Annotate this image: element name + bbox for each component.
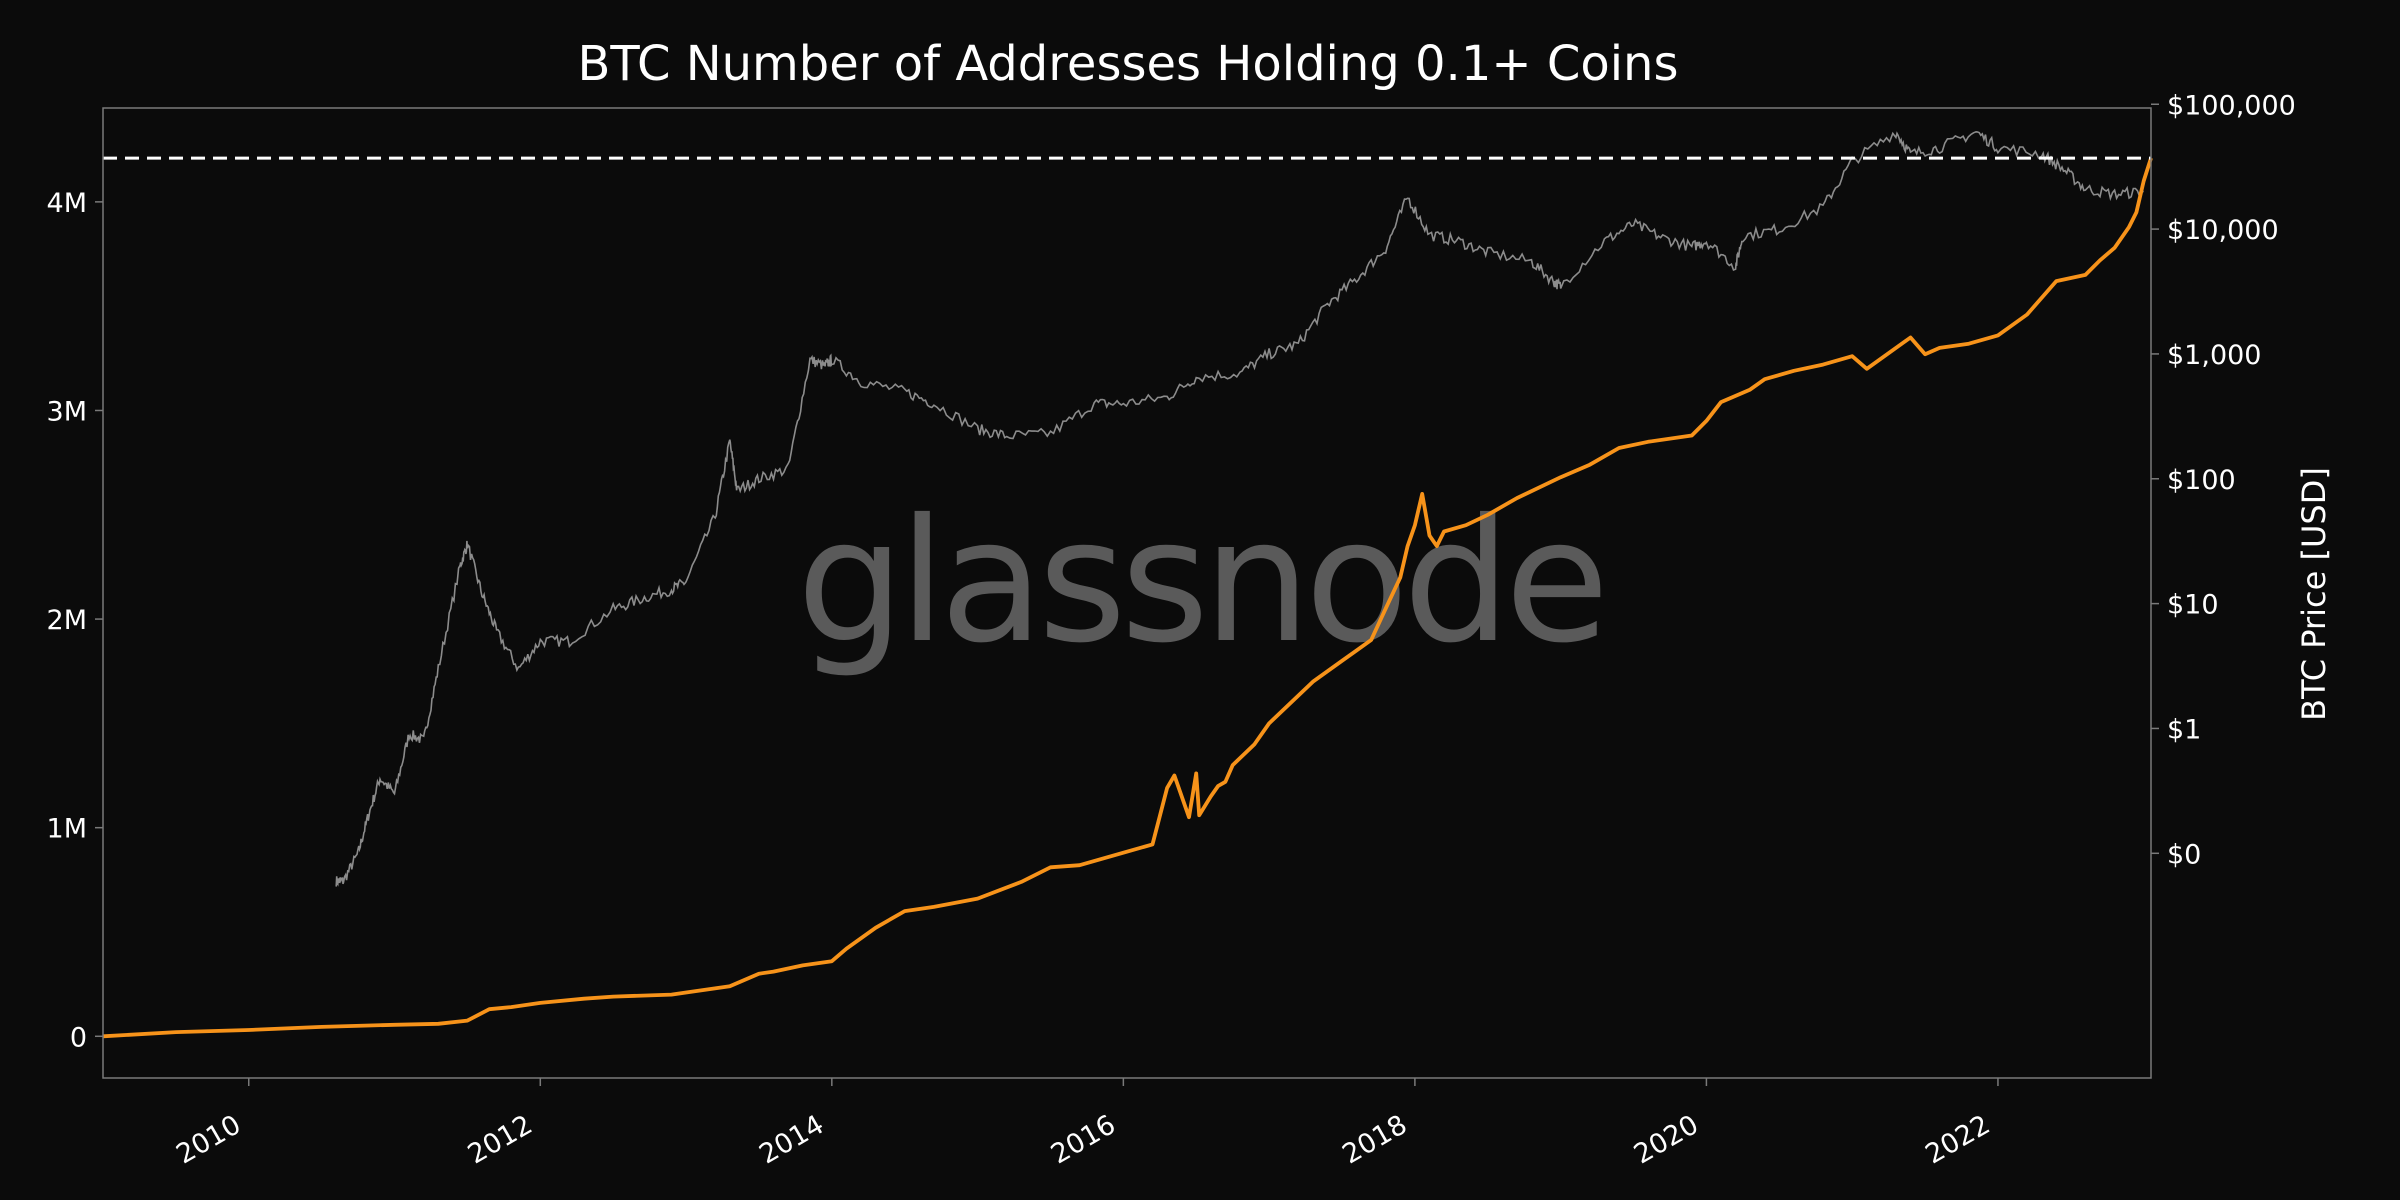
plot-frame: [102, 107, 2152, 1079]
y-left-axis: 0 1M 2M 3M 4M: [47, 188, 103, 1053]
y-left-tick-label: 0: [70, 1022, 87, 1053]
y-left-tick-label: 4M: [47, 188, 87, 219]
y-left-tick-label: 1M: [47, 814, 87, 845]
y-right-tick-label: $10: [2167, 590, 2219, 621]
chart-title: BTC Number of Addresses Holding 0.1+ Coi…: [578, 36, 1679, 92]
y-left-tick-label: 2M: [47, 605, 87, 636]
y-right-tick-label: $10,000: [2167, 215, 2279, 246]
btc-price-line: [335, 130, 2144, 887]
y-right-axis: $0 $1 $10 $100 $1,000 $10,000 $100,000: [2151, 90, 2296, 870]
glassnode-watermark: glassnode: [797, 483, 1604, 681]
y-right-tick-label: $0: [2167, 839, 2201, 870]
y-right-tick-label: $1,000: [2167, 340, 2261, 371]
y-right-tick-label: $100,000: [2167, 90, 2296, 121]
y-left-tick-label: 3M: [47, 396, 87, 427]
y-right-axis-title: BTC Price [USD]: [2295, 467, 2333, 721]
y-right-tick-label: $1: [2167, 714, 2201, 745]
addresses-line: [102, 157, 2153, 1039]
y-right-tick-label: $100: [2167, 465, 2236, 496]
plot-layer: [102, 130, 2153, 1039]
